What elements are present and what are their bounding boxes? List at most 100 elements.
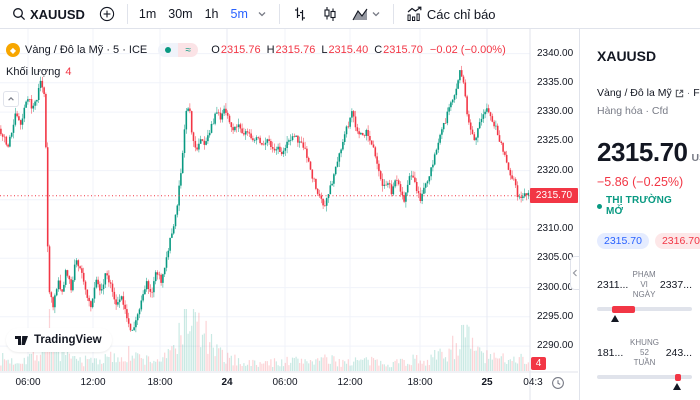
external-link-icon[interactable] bbox=[675, 89, 684, 98]
week52-range-bar bbox=[597, 373, 692, 390]
price-axis-label: 2310.00 bbox=[537, 223, 574, 234]
chevron-down-icon bbox=[371, 9, 381, 19]
day-range-header: 2311... PHẠM VI NGÀY 2337... bbox=[597, 270, 692, 300]
top-toolbar: XAUUSD 1m 30m 1h 5m bbox=[0, 0, 700, 29]
week52-range-marker-icon bbox=[672, 383, 681, 390]
panel-collapse-handle[interactable] bbox=[570, 256, 579, 290]
time-axis-label: 06:00 bbox=[272, 377, 298, 388]
time-axis-label: 12:00 bbox=[337, 377, 363, 388]
high-value: 2315.76 bbox=[275, 44, 316, 56]
volume-legend-row[interactable]: Khối lượng 4 bbox=[6, 65, 506, 79]
week52-range-high: 243... bbox=[665, 347, 692, 359]
toolbar-divider bbox=[278, 4, 280, 24]
price-axis-label: 2340.00 bbox=[537, 48, 574, 59]
interval-button-30m[interactable]: 30m bbox=[163, 4, 197, 24]
compare-add-button[interactable] bbox=[93, 3, 121, 25]
time-axis-label: 24 bbox=[221, 377, 233, 388]
week52-range-low: 181... bbox=[597, 347, 624, 359]
week52-range-header: 181... KHUNG 52 TUẦN 243... bbox=[597, 338, 692, 368]
ohlc-bars-icon bbox=[292, 6, 308, 22]
chart-style-area-button[interactable] bbox=[346, 4, 387, 25]
chart-legend: ◆ Vàng / Đô la Mỹ · 5 · ICE ≈ O2315.76 H… bbox=[6, 42, 506, 79]
chart-style-hollow-candles-button[interactable] bbox=[316, 3, 344, 25]
time-axis-label: 06:00 bbox=[15, 377, 41, 388]
chevron-up-icon bbox=[8, 97, 14, 101]
price-axis-label: 2290.00 bbox=[537, 340, 574, 351]
market-status: THỊ TRƯỜNG MỞ bbox=[597, 195, 692, 217]
bid-pill[interactable]: 2315.70 bbox=[597, 233, 649, 249]
current-price-badge: 2315.70 bbox=[530, 188, 578, 203]
ask-pill[interactable]: 2316.70 bbox=[654, 233, 700, 249]
ohlc-values: O2315.76 H2315.76 L2315.40 C2315.70 −0.0… bbox=[211, 44, 506, 56]
legend-more-button[interactable]: ≈ bbox=[178, 43, 199, 57]
chevron-left-icon bbox=[572, 269, 577, 277]
day-range-segment bbox=[612, 305, 635, 313]
symbol-details-panel: XAUUSD Vàng / Đô la Mỹ · FX_IDC Hàng hóa… bbox=[579, 29, 700, 400]
interval-button-1h[interactable]: 1h bbox=[200, 4, 224, 24]
panel-exchange[interactable]: FX_IDC bbox=[693, 87, 700, 99]
clock-icon[interactable] bbox=[551, 376, 565, 390]
panel-last-price: 2315.70 bbox=[597, 137, 688, 167]
day-range-low: 2311... bbox=[597, 279, 629, 291]
low-value: 2315.40 bbox=[328, 44, 369, 56]
price-axis-label: 2300.00 bbox=[537, 282, 574, 293]
time-axis-label: 12:00 bbox=[80, 377, 106, 388]
price-axis-label: 2330.00 bbox=[537, 106, 574, 117]
bid-ask-row: 2315.70 2316.70 bbox=[597, 233, 700, 249]
market-open-dot-icon bbox=[597, 203, 602, 209]
candlestick-chart[interactable] bbox=[0, 29, 578, 400]
watermark-label: TradingView bbox=[34, 334, 102, 346]
low-label: L bbox=[321, 44, 328, 56]
day-range-label: PHẠM VI NGÀY bbox=[632, 270, 656, 299]
tradingview-watermark[interactable]: TradingView bbox=[6, 328, 112, 352]
plus-circle-icon bbox=[99, 6, 115, 22]
indicators-icon bbox=[406, 6, 423, 22]
panel-instrument-type: Hàng hóa · Cfd bbox=[597, 105, 669, 117]
panel-symbol-subrow: Vàng / Đô la Mỹ · FX_IDC bbox=[597, 87, 700, 99]
day-range-high: 2337... bbox=[659, 279, 692, 291]
open-value: 2315.76 bbox=[220, 44, 261, 56]
legend-controls: ≈ bbox=[158, 43, 199, 57]
interval-button-5m[interactable]: 5m bbox=[226, 4, 253, 24]
toolbar-divider bbox=[392, 4, 394, 24]
gold-symbol-icon: ◆ bbox=[6, 43, 20, 57]
chart-style-bars-button[interactable] bbox=[286, 3, 314, 25]
price-axis-label: 2295.00 bbox=[537, 311, 574, 322]
interval-group: 1m 30m 1h 5m bbox=[134, 4, 253, 24]
area-chart-icon bbox=[352, 7, 369, 22]
legend-collapse-button[interactable] bbox=[3, 91, 19, 107]
close-label: C bbox=[374, 44, 383, 56]
interval-button-1m[interactable]: 1m bbox=[134, 4, 161, 24]
week52-range-segment bbox=[674, 373, 681, 381]
tradingview-logo-icon bbox=[15, 335, 28, 345]
symbol-name: XAUUSD bbox=[30, 6, 85, 22]
day-range-marker-icon bbox=[611, 315, 620, 322]
price-axis-label: 2305.00 bbox=[537, 252, 574, 263]
price-axis-label: 2325.00 bbox=[537, 135, 574, 146]
chart-area[interactable]: ◆ Vàng / Đô la Mỹ · 5 · ICE ≈ O2315.76 H… bbox=[0, 29, 578, 400]
status-dot-icon bbox=[165, 47, 172, 53]
legend-symbol-title[interactable]: Vàng / Đô la Mỹ · 5 · ICE bbox=[25, 44, 148, 56]
chevron-down-icon bbox=[257, 9, 267, 19]
market-status-label: THỊ TRƯỜNG MỞ bbox=[605, 195, 673, 217]
indicators-button[interactable]: Các chỉ báo bbox=[400, 3, 502, 25]
symbol-search-button[interactable]: XAUUSD bbox=[6, 4, 91, 25]
visibility-toggle[interactable] bbox=[158, 43, 179, 57]
interval-dropdown-button[interactable] bbox=[253, 6, 273, 22]
panel-price-change: −5.86 (−0.25%) bbox=[597, 175, 684, 189]
time-axis-label: 04:3 bbox=[523, 377, 543, 388]
hollow-candles-icon bbox=[322, 6, 338, 22]
separator-dot: · bbox=[686, 87, 691, 99]
week52-range-label: KHUNG 52 TUẦN bbox=[630, 338, 659, 367]
panel-symbol-name[interactable]: Vàng / Đô la Mỹ bbox=[597, 87, 672, 99]
panel-symbol-title[interactable]: XAUUSD bbox=[597, 48, 657, 64]
open-label: O bbox=[211, 44, 220, 56]
change-value: −0.02 (−0.00%) bbox=[429, 44, 506, 56]
legend-main-row[interactable]: ◆ Vàng / Đô la Mỹ · 5 · ICE ≈ O2315.76 H… bbox=[6, 42, 506, 58]
toolbar-divider bbox=[126, 4, 128, 24]
indicators-label: Các chỉ báo bbox=[426, 6, 496, 22]
volume-label: Khối lượng bbox=[6, 66, 61, 78]
high-label: H bbox=[266, 44, 275, 56]
time-axis-label: 18:00 bbox=[407, 377, 433, 388]
day-range-bar bbox=[597, 305, 692, 322]
